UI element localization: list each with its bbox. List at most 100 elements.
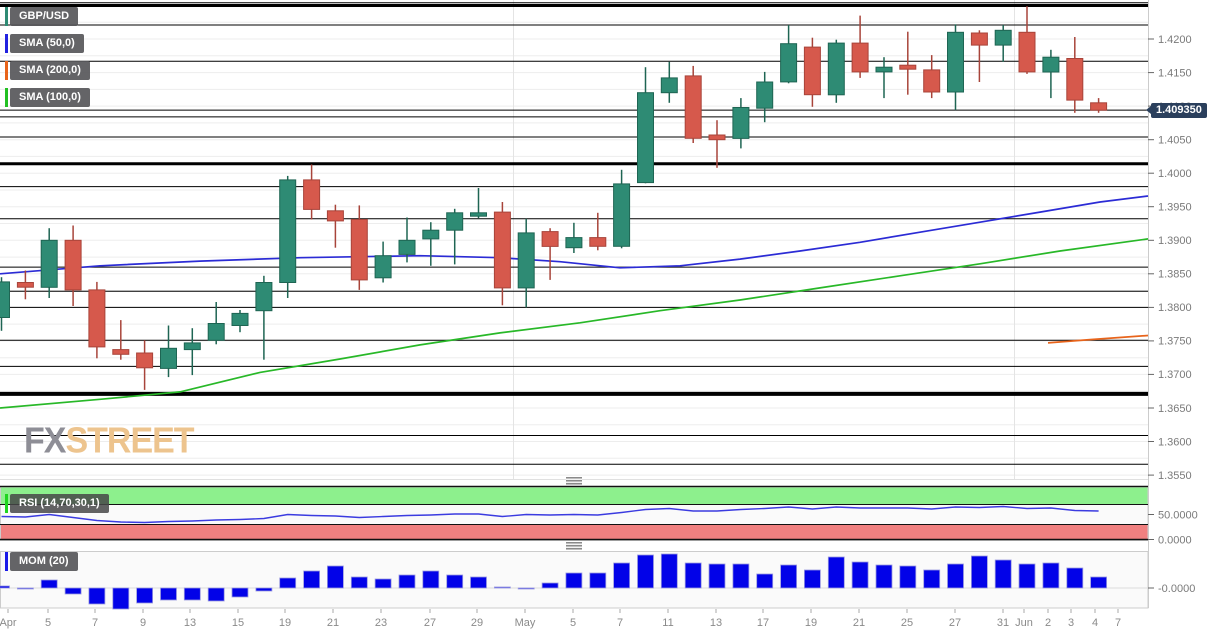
mom-bar[interactable] bbox=[88, 587, 106, 605]
mom-bar[interactable] bbox=[1066, 567, 1084, 589]
candle[interactable] bbox=[1042, 49, 1060, 99]
candle[interactable] bbox=[970, 30, 988, 82]
candle[interactable] bbox=[708, 120, 726, 168]
candle[interactable] bbox=[303, 164, 321, 220]
mom-bar[interactable] bbox=[827, 556, 845, 589]
mom-bar[interactable] bbox=[326, 565, 344, 589]
symbol-legend[interactable]: GBP/USD bbox=[5, 7, 79, 26]
mom-bar[interactable] bbox=[112, 587, 130, 610]
mom-bar[interactable] bbox=[565, 572, 583, 589]
mom-bar[interactable] bbox=[160, 587, 177, 601]
mom-bar[interactable] bbox=[207, 587, 225, 602]
candle[interactable] bbox=[0, 277, 10, 331]
candle[interactable] bbox=[517, 218, 535, 308]
mom-bar[interactable] bbox=[16, 587, 34, 590]
mom-bar[interactable] bbox=[303, 570, 321, 589]
mom-bar[interactable] bbox=[613, 562, 630, 589]
candle[interactable] bbox=[446, 208, 464, 265]
candle[interactable] bbox=[1090, 98, 1108, 113]
mom-bar[interactable] bbox=[255, 587, 273, 592]
mom-bar[interactable] bbox=[446, 574, 464, 589]
indicator-sma100[interactable]: SMA (100,0) bbox=[5, 88, 90, 107]
mom-bar[interactable] bbox=[279, 577, 297, 589]
candle[interactable] bbox=[1018, 6, 1036, 74]
candle[interactable] bbox=[780, 25, 798, 84]
candle[interactable] bbox=[326, 204, 344, 248]
mom-bar[interactable] bbox=[756, 573, 774, 589]
mom-bar[interactable] bbox=[637, 554, 654, 589]
mom-bar[interactable] bbox=[493, 586, 511, 589]
indicator-mom[interactable]: MOM (20) bbox=[5, 552, 78, 571]
candle[interactable] bbox=[255, 275, 273, 360]
mom-bar[interactable] bbox=[732, 563, 750, 589]
mom-bar[interactable] bbox=[1042, 562, 1060, 589]
mom-bar[interactable] bbox=[64, 587, 82, 595]
mom-bar[interactable] bbox=[899, 565, 917, 589]
candle[interactable] bbox=[207, 302, 225, 345]
candle[interactable] bbox=[40, 228, 58, 298]
candle[interactable] bbox=[16, 270, 34, 300]
mom-bar[interactable] bbox=[136, 587, 154, 604]
mom-bar[interactable] bbox=[589, 572, 607, 589]
candle[interactable] bbox=[684, 65, 702, 143]
mom-bar[interactable] bbox=[804, 569, 821, 589]
candle[interactable] bbox=[136, 340, 154, 390]
indicator-sma50[interactable]: SMA (50,0) bbox=[5, 34, 84, 53]
mom-bar[interactable] bbox=[660, 553, 678, 589]
mom-bar[interactable] bbox=[183, 587, 201, 601]
mom-bar[interactable] bbox=[541, 582, 559, 589]
candle[interactable] bbox=[470, 188, 487, 219]
mom-bar[interactable] bbox=[0, 585, 10, 589]
mom-bar[interactable] bbox=[350, 576, 368, 589]
candle[interactable] bbox=[88, 281, 106, 359]
mom-bar[interactable] bbox=[851, 561, 869, 589]
candle[interactable] bbox=[112, 320, 130, 360]
mom-bar[interactable] bbox=[1090, 576, 1107, 589]
mom-bar[interactable] bbox=[1018, 563, 1036, 589]
candle[interactable] bbox=[899, 31, 917, 95]
mom-bar[interactable] bbox=[875, 564, 893, 589]
candle[interactable] bbox=[613, 169, 631, 249]
mom-bar[interactable] bbox=[994, 559, 1012, 589]
candle[interactable] bbox=[947, 24, 964, 111]
candle[interactable] bbox=[827, 39, 845, 103]
mom-bar[interactable] bbox=[684, 562, 702, 589]
candle[interactable] bbox=[183, 328, 201, 376]
candle[interactable] bbox=[160, 325, 177, 378]
candle[interactable] bbox=[541, 228, 559, 280]
mom-bar[interactable] bbox=[780, 564, 797, 589]
candle[interactable] bbox=[994, 25, 1012, 62]
mom-bar[interactable] bbox=[374, 578, 392, 589]
candle[interactable] bbox=[565, 222, 583, 253]
candle[interactable] bbox=[493, 202, 511, 306]
indicator-rsi[interactable]: RSI (14,70,30,1) bbox=[5, 494, 109, 513]
mom-bar[interactable] bbox=[971, 555, 988, 589]
mom-bar[interactable] bbox=[40, 579, 58, 589]
rsi-pane-resize-handle[interactable] bbox=[566, 477, 582, 485]
mom-bar[interactable] bbox=[231, 587, 249, 598]
mom-bar[interactable] bbox=[422, 570, 440, 589]
candle[interactable] bbox=[732, 98, 750, 149]
mom-bar[interactable] bbox=[398, 574, 416, 589]
candle[interactable] bbox=[803, 37, 821, 107]
candle[interactable] bbox=[851, 15, 869, 78]
candle[interactable] bbox=[374, 241, 392, 283]
candle[interactable] bbox=[350, 205, 368, 290]
candle[interactable] bbox=[756, 71, 774, 123]
mom-bar[interactable] bbox=[923, 569, 941, 589]
candle[interactable] bbox=[1066, 37, 1084, 113]
candle[interactable] bbox=[660, 61, 678, 103]
candle[interactable] bbox=[422, 222, 440, 266]
mom-bar[interactable] bbox=[947, 563, 964, 589]
indicator-sma200[interactable]: SMA (200,0) bbox=[5, 61, 90, 80]
candle[interactable] bbox=[923, 55, 941, 99]
mom-bar[interactable] bbox=[470, 576, 487, 589]
candle[interactable] bbox=[279, 175, 297, 298]
mom-pane-resize-handle[interactable] bbox=[566, 542, 582, 550]
candle[interactable] bbox=[589, 212, 607, 251]
candle[interactable] bbox=[64, 225, 82, 307]
mom-bar[interactable] bbox=[517, 587, 535, 590]
candle[interactable] bbox=[398, 217, 416, 263]
candle[interactable] bbox=[231, 310, 249, 333]
